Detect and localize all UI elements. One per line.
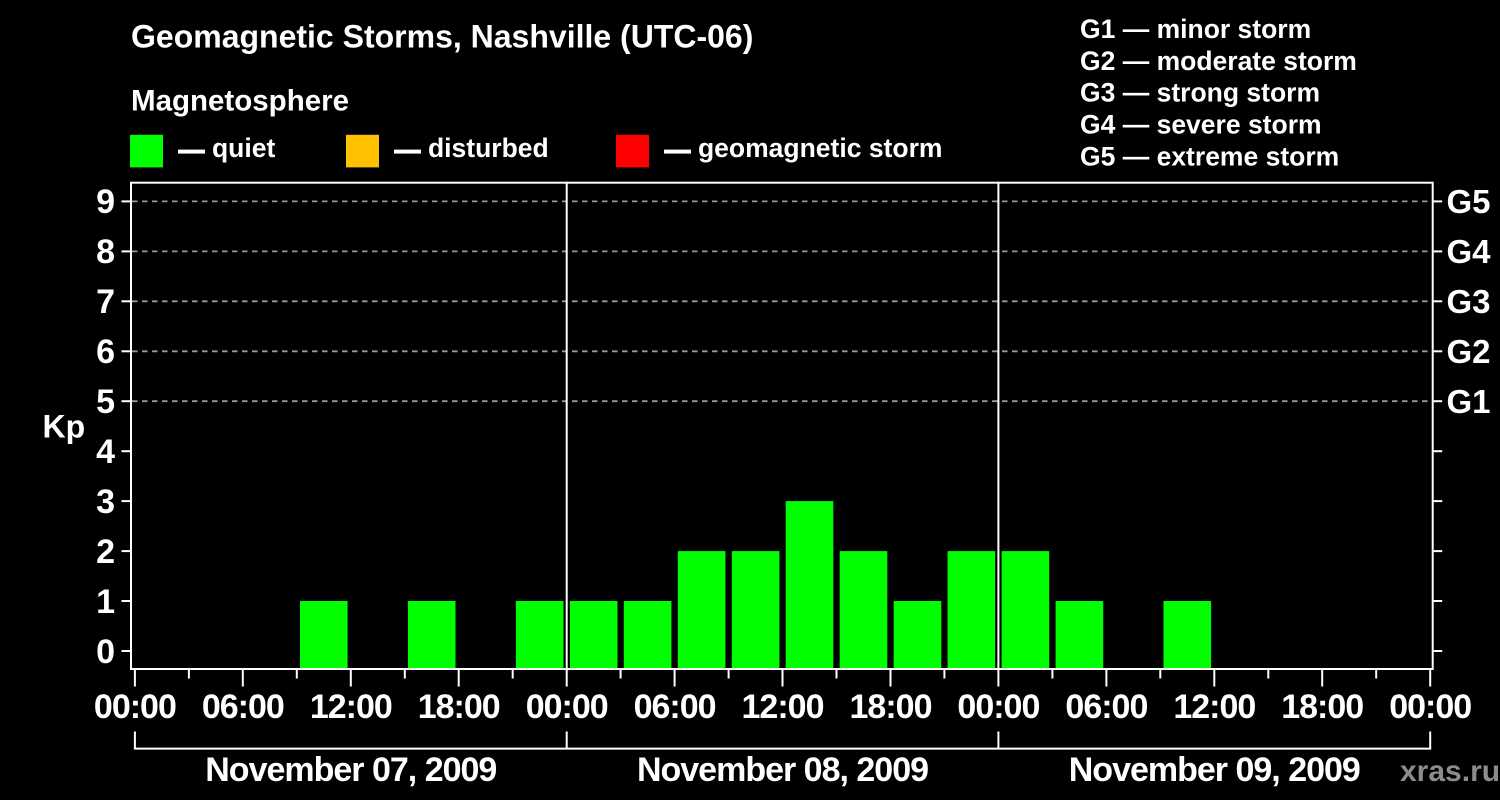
svg-text:G1: G1 xyxy=(1447,383,1491,420)
svg-text:G3 — strong storm: G3 — strong storm xyxy=(1080,78,1320,108)
svg-text:disturbed: disturbed xyxy=(428,133,549,163)
svg-text:4: 4 xyxy=(96,433,115,471)
svg-text:18:00: 18:00 xyxy=(850,688,932,726)
svg-text:G3: G3 xyxy=(1447,283,1491,320)
svg-text:00:00: 00:00 xyxy=(94,688,176,726)
svg-text:0: 0 xyxy=(96,633,115,671)
svg-text:00:00: 00:00 xyxy=(526,688,608,726)
svg-text:06:00: 06:00 xyxy=(1065,688,1147,726)
svg-text:12:00: 12:00 xyxy=(310,688,392,726)
svg-text:November 09, 2009: November 09, 2009 xyxy=(1069,751,1360,789)
svg-text:12:00: 12:00 xyxy=(1173,688,1255,726)
svg-text:3: 3 xyxy=(96,483,115,521)
svg-text:G5 — extreme storm: G5 — extreme storm xyxy=(1080,142,1339,172)
svg-text:geomagnetic storm: geomagnetic storm xyxy=(698,133,942,163)
svg-text:G4 — severe storm: G4 — severe storm xyxy=(1080,110,1322,140)
svg-text:5: 5 xyxy=(96,383,115,421)
svg-text:Geomagnetic Storms, Nashville: Geomagnetic Storms, Nashville (UTC-06) xyxy=(131,18,753,54)
svg-text:Magnetosphere: Magnetosphere xyxy=(131,84,349,117)
svg-text:Kp: Kp xyxy=(43,409,86,445)
svg-text:1: 1 xyxy=(96,583,115,621)
svg-text:xras.ru: xras.ru xyxy=(1400,755,1500,788)
svg-text:00:00: 00:00 xyxy=(1389,688,1471,726)
svg-text:quiet: quiet xyxy=(212,133,275,163)
svg-text:06:00: 06:00 xyxy=(202,688,284,726)
svg-text:G1 — minor storm: G1 — minor storm xyxy=(1080,14,1311,44)
svg-text:12:00: 12:00 xyxy=(742,688,824,726)
svg-text:8: 8 xyxy=(96,233,115,271)
svg-text:18:00: 18:00 xyxy=(1281,688,1363,726)
svg-text:G4: G4 xyxy=(1447,233,1492,270)
svg-text:November 08, 2009: November 08, 2009 xyxy=(637,751,928,789)
svg-text:9: 9 xyxy=(96,183,115,221)
svg-text:06:00: 06:00 xyxy=(634,688,716,726)
svg-text:00:00: 00:00 xyxy=(957,688,1039,726)
svg-text:18:00: 18:00 xyxy=(418,688,500,726)
svg-text:G2 — moderate storm: G2 — moderate storm xyxy=(1080,46,1357,76)
svg-text:7: 7 xyxy=(96,283,115,321)
svg-text:6: 6 xyxy=(96,333,115,371)
svg-text:G2: G2 xyxy=(1447,333,1491,370)
svg-text:November 07, 2009: November 07, 2009 xyxy=(205,751,496,789)
svg-text:2: 2 xyxy=(96,533,115,571)
svg-text:G5: G5 xyxy=(1447,183,1491,220)
